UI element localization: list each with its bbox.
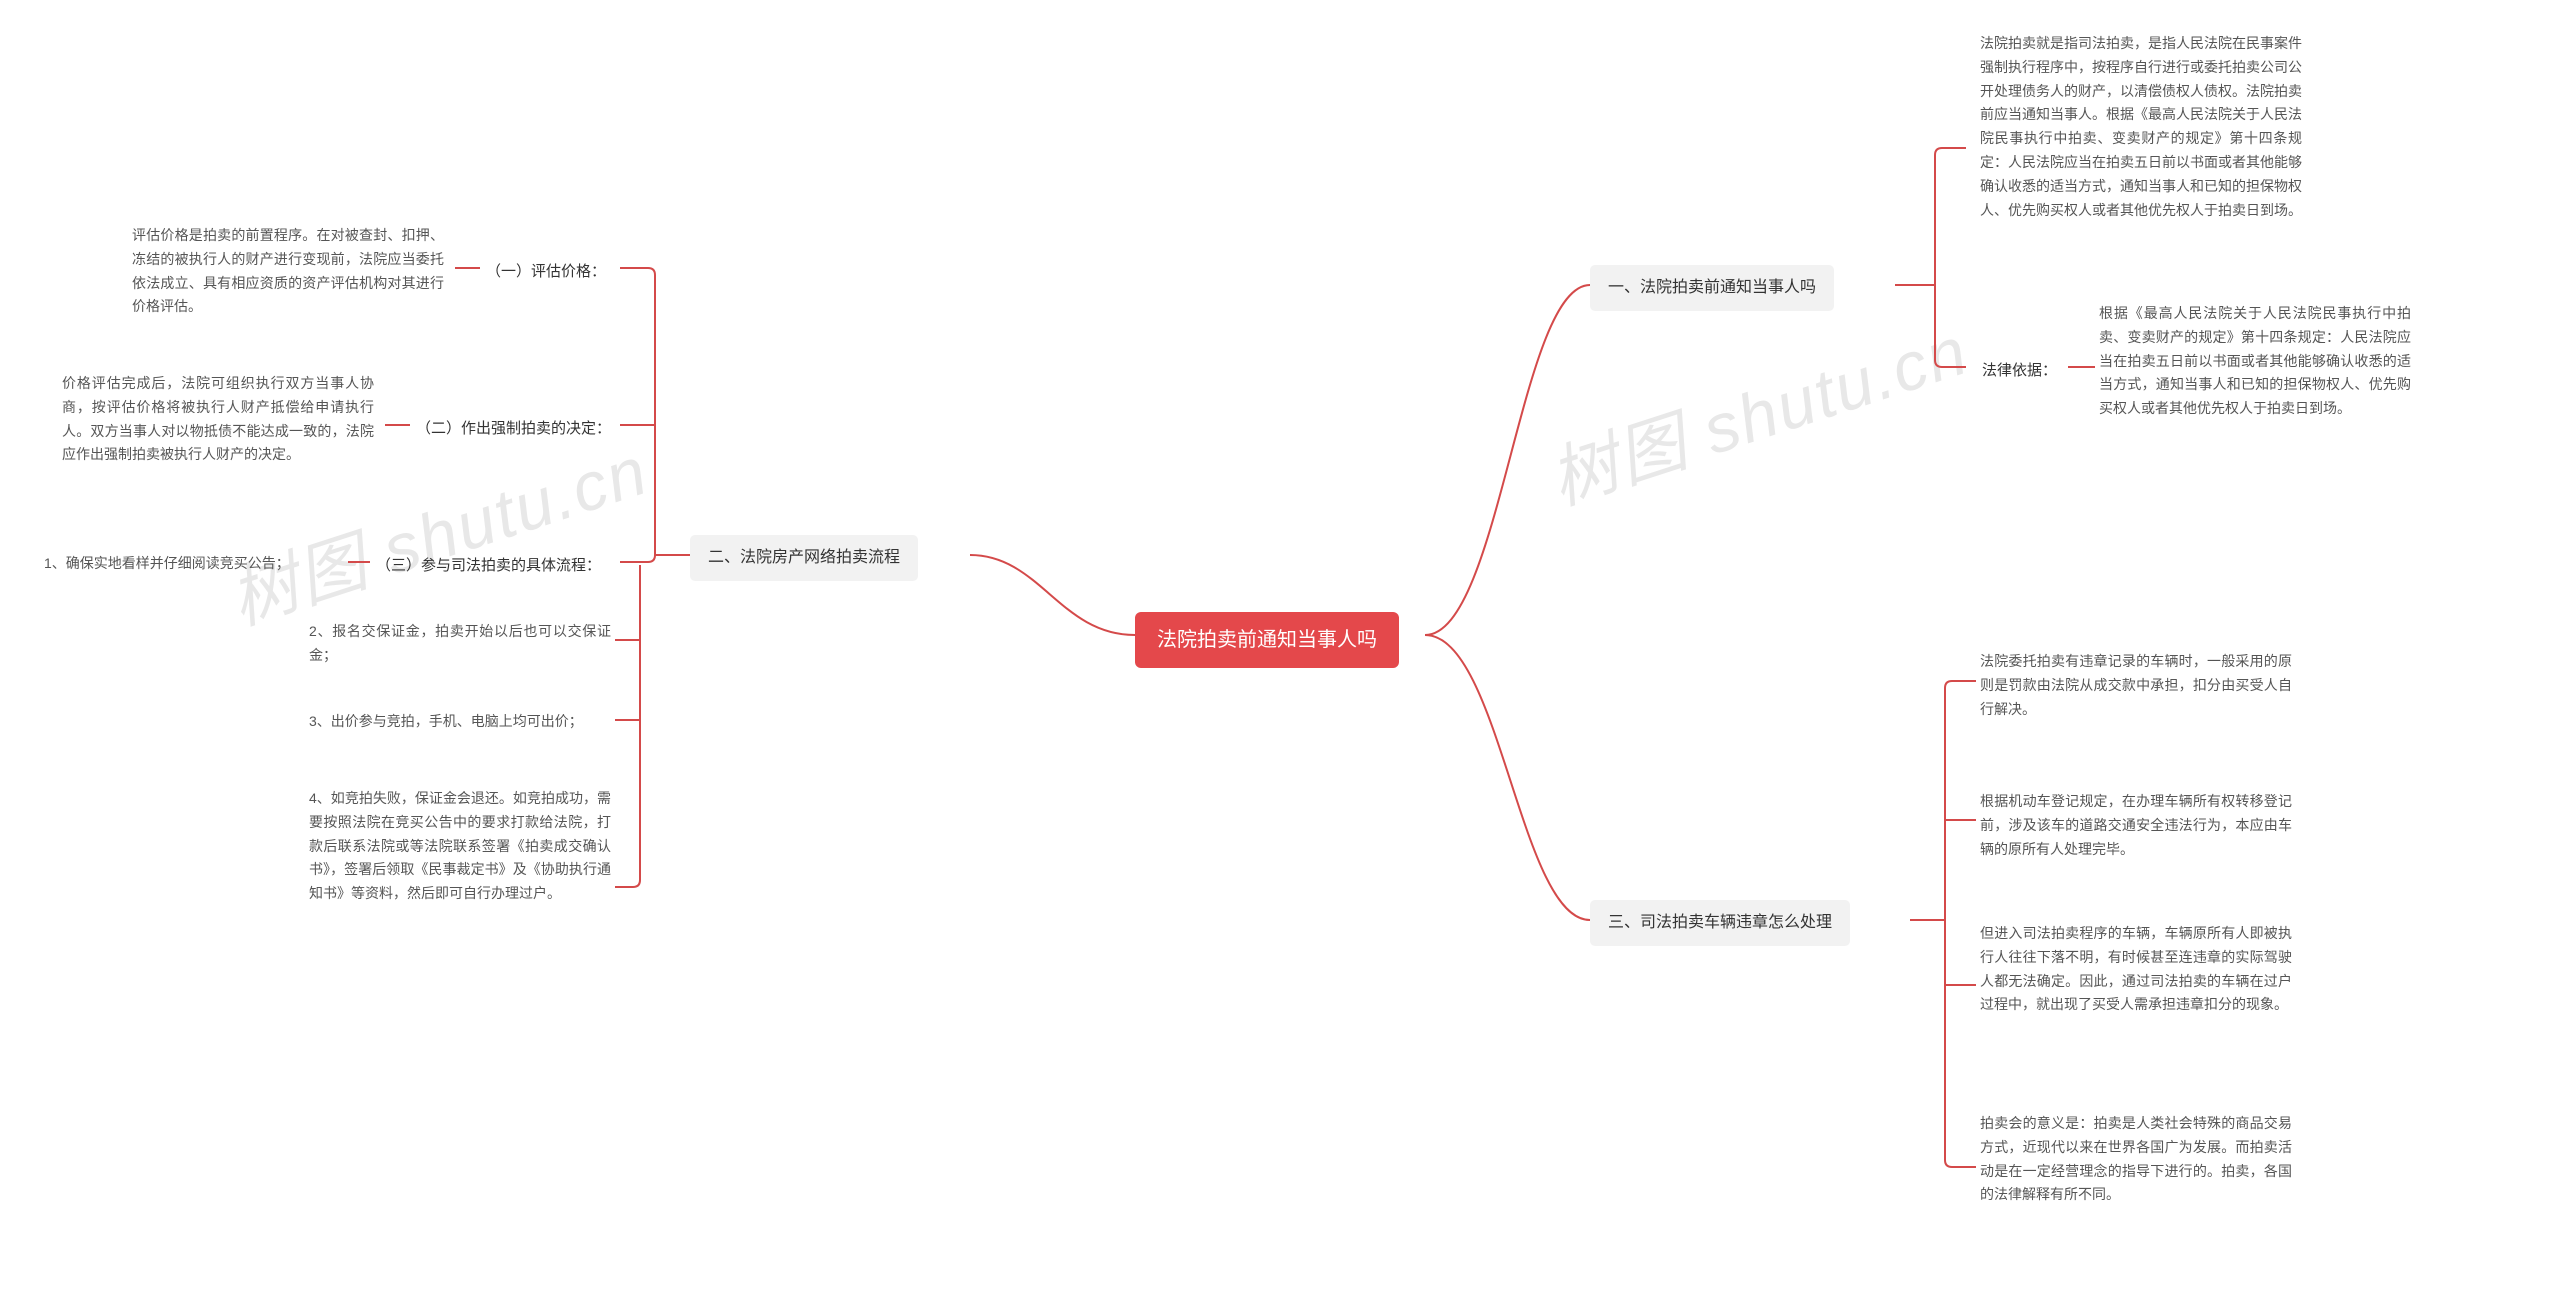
sub-node: 法律依据： — [1976, 355, 2063, 387]
branch-node: 二、法院房产网络拍卖流程 — [690, 535, 918, 581]
branch-node: 一、法院拍卖前通知当事人吗 — [1590, 265, 1834, 311]
mindmap-canvas: 树图 shutu.cn 树图 shutu.cn — [0, 0, 2560, 1300]
leaf-node: 2、报名交保证金，拍卖开始以后也可以交保证金； — [305, 618, 615, 670]
leaf-node: 拍卖会的意义是：拍卖是人类社会特殊的商品交易方式，近现代以来在世界各国广为发展。… — [1976, 1110, 2296, 1209]
branch-node: 三、司法拍卖车辆违章怎么处理 — [1590, 900, 1850, 946]
leaf-node: 评估价格是拍卖的前置程序。在对被查封、扣押、冻结的被执行人的财产进行变现前，法院… — [128, 222, 448, 321]
leaf-node: 但进入司法拍卖程序的车辆，车辆原所有人即被执行人往往下落不明，有时候甚至连违章的… — [1976, 920, 2296, 1019]
sub-node: （三）参与司法拍卖的具体流程： — [370, 550, 607, 582]
leaf-node: 根据机动车登记规定，在办理车辆所有权转移登记前，涉及该车的道路交通安全违法行为，… — [1976, 788, 2296, 863]
leaf-node: 3、出价参与竞拍，手机、电脑上均可出价； — [305, 708, 587, 736]
leaf-node: 根据《最高人民法院关于人民法院民事执行中拍卖、变卖财产的规定》第十四条规定：人民… — [2095, 300, 2415, 423]
watermark: 树图 shutu.cn — [1535, 295, 1978, 523]
leaf-node: 1、确保实地看样并仔细阅读竞买公告； — [40, 550, 294, 578]
leaf-node: 法院拍卖就是指司法拍卖，是指人民法院在民事案件强制执行程序中，按程序自行进行或委… — [1976, 30, 2306, 224]
sub-node: （一）评估价格： — [480, 256, 612, 288]
leaf-node: 4、如竞拍失败，保证金会退还。如竞拍成功，需要按照法院在竞买公告中的要求打款给法… — [305, 785, 615, 908]
sub-node: （二）作出强制拍卖的决定： — [410, 413, 617, 445]
root-node: 法院拍卖前通知当事人吗 — [1135, 612, 1399, 668]
leaf-node: 价格评估完成后，法院可组织执行双方当事人协商，按评估价格将被执行人财产抵偿给申请… — [58, 370, 378, 469]
leaf-node: 法院委托拍卖有违章记录的车辆时，一般采用的原则是罚款由法院从成交款中承担，扣分由… — [1976, 648, 2296, 723]
